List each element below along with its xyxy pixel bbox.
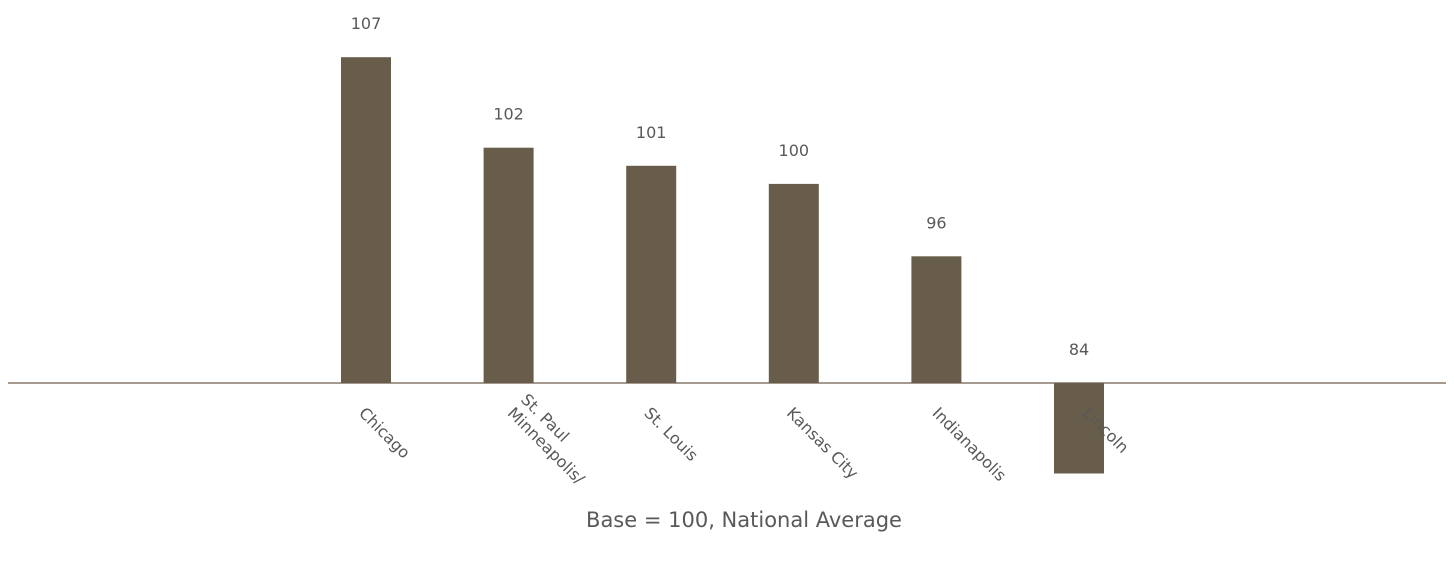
bars-group bbox=[341, 57, 1104, 474]
value-labels-group: 107 102 101 100 96 84 bbox=[351, 14, 1089, 359]
category-labels-group: Chicago Minneapolis/St. Paul St. Louis Kans… bbox=[355, 390, 1133, 489]
bar-2 bbox=[626, 165, 677, 383]
bar-5 bbox=[1054, 383, 1104, 474]
category-label-0: Chicago bbox=[355, 403, 414, 462]
bar-1 bbox=[483, 147, 534, 383]
value-label-0: 107 bbox=[351, 14, 382, 33]
chart-footnote: Base = 100, National Average bbox=[586, 508, 902, 532]
value-label-5: 84 bbox=[1069, 340, 1089, 359]
category-label-4: Indianapolis bbox=[929, 403, 1011, 485]
value-label-1: 102 bbox=[493, 105, 524, 124]
bar-3 bbox=[768, 183, 819, 383]
value-label-4: 96 bbox=[926, 213, 946, 232]
bar-0 bbox=[341, 57, 391, 383]
bar-4 bbox=[911, 256, 962, 383]
value-label-3: 100 bbox=[779, 141, 810, 160]
value-label-2: 101 bbox=[636, 123, 667, 142]
category-label-1: Minneapolis/St. Paul bbox=[504, 390, 603, 489]
category-label-2: St. Louis bbox=[640, 403, 701, 464]
category-label-3: Kansas City bbox=[783, 403, 862, 482]
